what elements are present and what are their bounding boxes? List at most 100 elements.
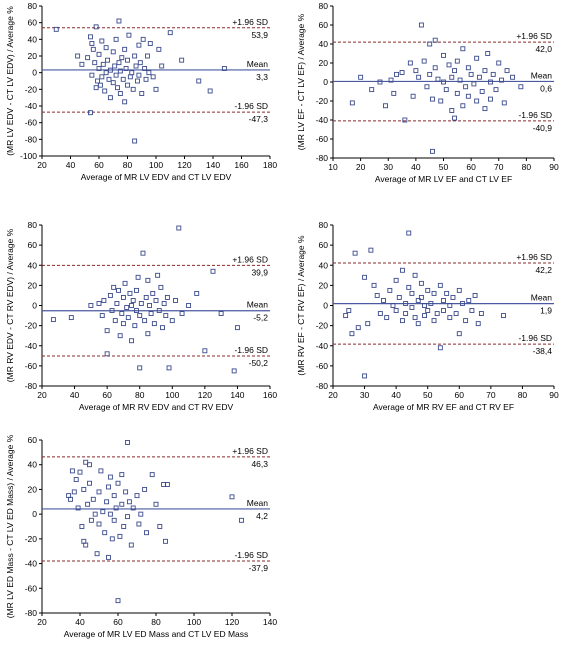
data-point [104,328,110,334]
data-point [126,32,132,38]
data-point [113,36,119,42]
upper-limit-value: 39,9 [251,267,268,277]
data-point [432,65,438,71]
x-tick-label: 60 [113,617,123,627]
data-point [482,68,488,74]
data-point [163,313,169,319]
data-point [493,87,499,93]
data-point [151,321,157,327]
data-point [110,80,116,86]
data-point [166,365,172,371]
data-point [173,298,178,303]
data-point [125,315,131,321]
data-point [68,496,73,502]
upper-limit-value: 42,2 [535,265,552,275]
data-point [148,311,154,316]
lower-limit-label: -1.96 SD [234,101,268,111]
y-tick-label: 40 [319,260,329,270]
data-point [90,46,96,52]
y-tick-label: -60 [25,118,38,128]
data-point [102,88,108,94]
data-point [463,318,469,324]
data-point [457,77,463,83]
lower-limit-label: -1.96 SD [518,110,552,120]
data-point [394,71,399,77]
data-point [107,67,113,73]
data-point [407,60,413,66]
data-point [432,37,438,43]
data-point [89,72,95,78]
y-tick-label: -80 [316,153,329,163]
data-point [163,538,168,544]
data-point [437,345,443,351]
mean-label: Mean [247,498,269,508]
lower-limit-label: -1.96 SD [518,333,552,343]
x-tick-label: 140 [206,160,220,170]
data-point [416,74,422,80]
data-point [176,225,182,231]
data-point [400,318,405,324]
data-point [127,290,133,296]
data-point [441,308,446,313]
data-point [113,72,119,78]
data-point [135,78,140,84]
data-point [142,318,148,324]
data-point [387,287,393,293]
data-point [365,321,371,327]
data-point [149,472,155,478]
y-tick-label: 0 [323,77,328,87]
mean-value: -5,2 [253,313,268,323]
data-point [137,365,143,371]
y-tick-label: 40 [28,260,38,270]
data-point [87,110,93,116]
x-tick-label: 40 [70,390,80,400]
data-point [425,287,431,293]
data-point [95,78,101,84]
data-point [501,100,507,106]
data-point [488,79,493,85]
data-point [87,34,93,40]
x-tick-label: 20 [356,162,366,172]
y-tick-label: -20 [25,321,38,331]
y-tick-label: -80 [25,381,38,391]
data-point [482,106,488,112]
data-point [150,290,156,296]
data-point [88,303,94,308]
x-tick-label: 160 [263,390,277,400]
data-point [459,301,465,306]
data-point [133,63,139,69]
data-point [153,298,159,303]
data-point [122,280,128,286]
data-point [425,308,431,313]
data-point [125,440,130,445]
data-point [147,303,152,308]
data-point [447,315,453,321]
y-tick-label: -20 [316,96,329,106]
data-point [135,274,141,280]
data-point [69,468,75,474]
data-point [476,74,482,80]
data-point [377,311,383,316]
data-point [109,536,115,542]
data-point [169,318,175,324]
data-point [107,474,113,480]
data-point [102,530,108,536]
upper-limit-value: 53,9 [251,30,268,40]
data-point [156,46,162,52]
data-point [50,317,56,323]
data-point [403,311,409,316]
data-point [105,57,111,63]
data-point [100,61,106,67]
x-tick-label: 120 [177,160,191,170]
y-tick-label: 80 [319,1,329,11]
data-point [415,298,421,303]
x-tick-label: 100 [187,617,201,627]
data-point [349,331,355,337]
data-point [421,58,427,64]
data-point [83,542,89,548]
data-point [94,551,100,557]
data-point [83,459,89,465]
data-point [88,517,94,523]
data-point [478,311,484,316]
